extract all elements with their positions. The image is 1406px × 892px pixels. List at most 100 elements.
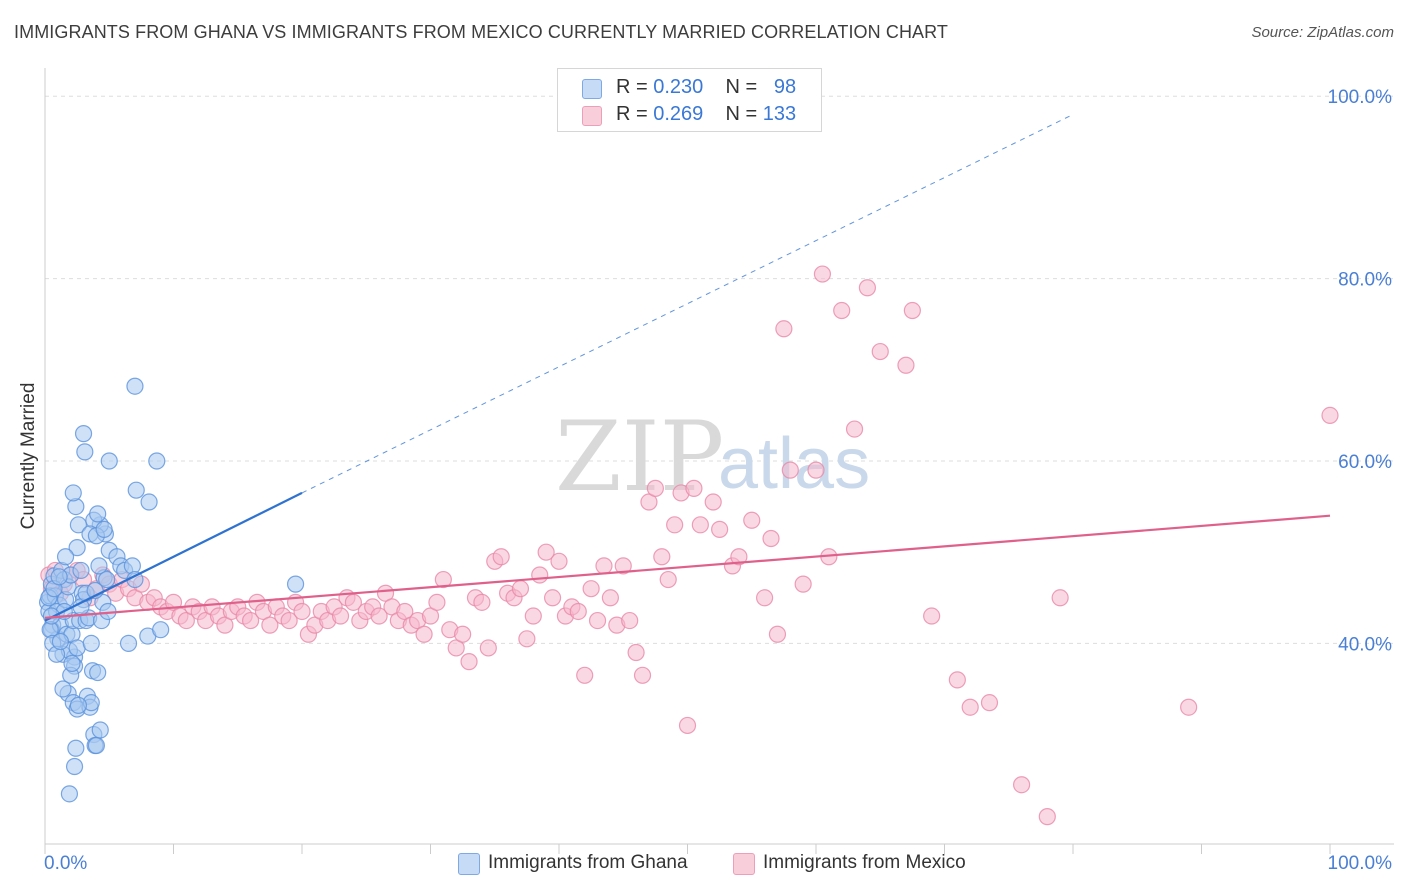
mexico-point bbox=[845, 420, 864, 438]
ghana-point bbox=[98, 570, 116, 589]
mexico-point bbox=[755, 589, 774, 607]
mexico-point bbox=[1180, 698, 1198, 716]
mexico-point bbox=[897, 356, 915, 374]
ghana-point bbox=[69, 696, 88, 714]
mexico-n-value: 133 bbox=[762, 103, 797, 125]
mexico-point bbox=[537, 543, 555, 561]
mexico-swatch bbox=[582, 106, 602, 126]
ghana-point bbox=[127, 481, 145, 499]
ghana-point bbox=[67, 739, 85, 757]
ghana-point bbox=[89, 663, 107, 682]
mexico-point bbox=[627, 643, 645, 662]
mexico-point bbox=[871, 342, 889, 361]
mexico-point bbox=[807, 461, 825, 479]
mexico-point bbox=[743, 511, 761, 529]
ghana-legend-swatch bbox=[458, 853, 480, 875]
mexico-point bbox=[691, 516, 709, 534]
ghana-trend-line bbox=[44, 491, 303, 622]
mexico-point bbox=[833, 301, 851, 320]
ghana-point bbox=[65, 757, 84, 776]
ghana-point bbox=[69, 516, 88, 534]
mexico-point bbox=[858, 279, 877, 297]
mexico-point bbox=[518, 630, 536, 648]
ghana-point bbox=[152, 621, 170, 639]
mexico-point bbox=[1038, 808, 1056, 826]
mexico-point bbox=[543, 589, 562, 607]
ghana-point bbox=[148, 452, 166, 470]
mexico-point bbox=[1051, 589, 1069, 607]
mexico-point bbox=[685, 479, 703, 497]
mexico-point bbox=[775, 320, 793, 338]
mexico-point bbox=[550, 552, 568, 570]
ghana-point bbox=[50, 568, 68, 586]
mexico-point bbox=[659, 570, 677, 589]
ghana-point bbox=[126, 377, 144, 395]
mexico-point bbox=[331, 607, 350, 625]
grid-lines bbox=[45, 95, 1394, 644]
mexico-point bbox=[666, 516, 684, 534]
mexico-point bbox=[588, 611, 607, 630]
axis-labels: 40.0% 60.0% 80.0% 100.0% 0.0% 100.0% Currently… bbox=[18, 87, 1392, 874]
mexico-point bbox=[614, 557, 632, 575]
axes bbox=[44, 68, 1394, 854]
mexico-r-value: 0.269 bbox=[653, 103, 704, 125]
mexico-point bbox=[428, 593, 446, 611]
ghana-point bbox=[91, 721, 109, 739]
ghana-point bbox=[95, 520, 113, 538]
mexico-point bbox=[948, 671, 966, 689]
ghana-point bbox=[64, 484, 82, 502]
mexico-point bbox=[813, 265, 832, 283]
ghana-point bbox=[89, 505, 107, 523]
mexico-point bbox=[633, 666, 652, 684]
ghana-point bbox=[119, 634, 138, 652]
mexico-point bbox=[370, 607, 388, 625]
mexico-point bbox=[582, 580, 600, 598]
mexico-point bbox=[242, 611, 260, 630]
legend-text-mexico: R = 0.269 N = 133 bbox=[616, 103, 797, 125]
ghana-point bbox=[68, 539, 86, 557]
mexico-point bbox=[569, 602, 587, 621]
mexico-point bbox=[511, 580, 530, 598]
mexico-point bbox=[434, 570, 452, 589]
source-label: Source: ZipAtlas.com bbox=[1251, 24, 1394, 41]
stats-legend: R = 0.230 N = 98 R = 0.269 N = 133 bbox=[557, 68, 822, 132]
ghana-r-value: 0.230 bbox=[653, 76, 704, 98]
y-tick-label: 80.0% bbox=[1338, 270, 1392, 291]
ghana-point bbox=[286, 575, 305, 593]
ghana-trend-extension bbox=[301, 114, 1074, 494]
mexico-point bbox=[903, 301, 921, 320]
mexico-point bbox=[454, 625, 472, 643]
mexico-legend-label: Immigrants from Mexico bbox=[763, 852, 966, 873]
mexico-point bbox=[621, 611, 639, 630]
ghana-point bbox=[60, 785, 79, 803]
ghana-point bbox=[63, 654, 81, 673]
mexico-point bbox=[524, 607, 542, 625]
ghana-point bbox=[51, 632, 70, 651]
ghana-point bbox=[87, 736, 106, 755]
mexico-point bbox=[678, 716, 697, 735]
ghana-point bbox=[82, 634, 100, 652]
mexico-point bbox=[479, 639, 497, 657]
mexico-point bbox=[711, 520, 729, 538]
ghana-point bbox=[90, 557, 108, 575]
chart-title: IMMIGRANTS FROM GHANA VS IMMIGRANTS FROM… bbox=[14, 22, 949, 42]
mexico-point bbox=[980, 694, 999, 712]
mexico-point bbox=[646, 479, 664, 497]
y-tick-label: 60.0% bbox=[1338, 452, 1392, 473]
mexico-point bbox=[704, 493, 722, 511]
mexico-point bbox=[531, 566, 549, 584]
ghana-point bbox=[54, 680, 72, 698]
ghana-point bbox=[74, 425, 93, 443]
mexico-legend-swatch bbox=[733, 853, 755, 875]
ghana-point bbox=[100, 452, 118, 470]
ghana-point bbox=[72, 561, 90, 580]
mexico-point bbox=[280, 611, 298, 630]
mexico-point bbox=[492, 548, 510, 566]
watermark-zip: ZIP bbox=[555, 401, 724, 513]
mexico-point bbox=[1012, 776, 1031, 794]
y-tick-label: 40.0% bbox=[1338, 634, 1392, 655]
y-axis-label: Currently Married bbox=[18, 383, 39, 530]
ghana-point bbox=[140, 493, 158, 511]
mexico-point bbox=[653, 548, 671, 566]
